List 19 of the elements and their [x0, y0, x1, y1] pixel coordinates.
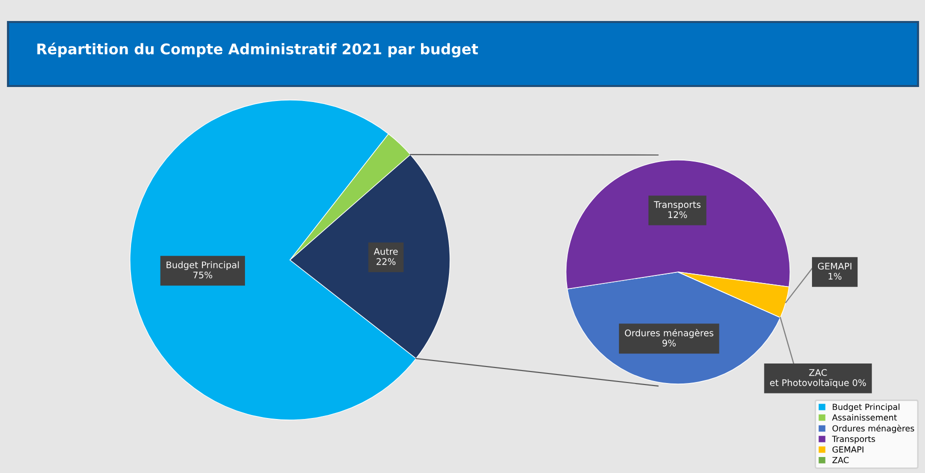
text: et Photovoltaïque 0% — [770, 379, 866, 388]
legend-label: Budget Principal — [832, 404, 900, 412]
slice-label: GEMAPI — [818, 262, 852, 270]
legend-label: Assainissement — [832, 414, 897, 421]
legend-label: ZAC — [832, 456, 849, 464]
data-label: 22% — [376, 258, 396, 265]
legend-label: Transports — [832, 436, 876, 444]
chart-title: Répartition du Compte Administratif 2021 par budget — [37, 42, 478, 58]
slice-label: Transports — [654, 201, 701, 210]
category-label: ZAC — [809, 369, 827, 376]
slice-label: Budget Principal — [166, 261, 239, 270]
data-label: 12% — [668, 211, 687, 218]
data-label: 9% — [662, 340, 676, 346]
legend-label: Ordures ménagères — [832, 424, 914, 434]
slice-label: Ordures ménagères — [624, 329, 714, 338]
data-label: 1% — [828, 272, 842, 280]
data-label: 75% — [193, 272, 212, 278]
slice-label: Autre — [374, 248, 398, 255]
legend-label: GEMAPI — [832, 446, 864, 453]
